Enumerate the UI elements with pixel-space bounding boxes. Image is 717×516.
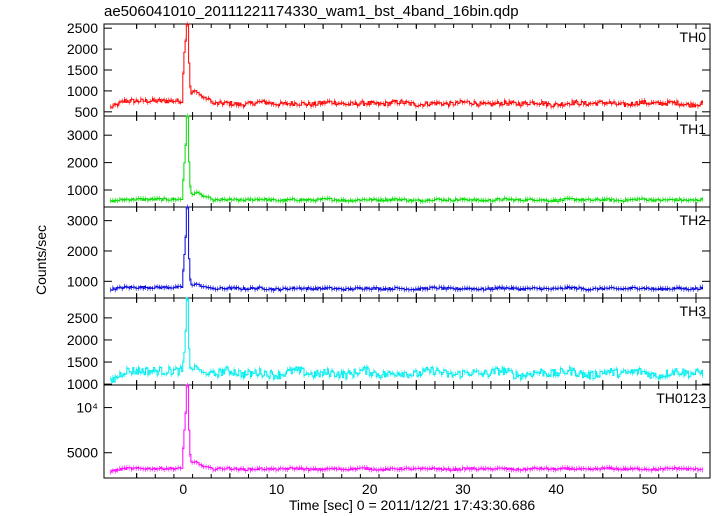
y-tick-label: 2000 — [67, 243, 98, 259]
x-tick-label: 0 — [179, 481, 187, 497]
y-tick-label: 1000 — [67, 376, 98, 392]
y-tick-label: 2500 — [67, 20, 98, 36]
panel-label: TH0123 — [656, 390, 706, 406]
x-tick-label: 20 — [362, 481, 378, 497]
panel-label: TH3 — [680, 303, 707, 319]
panel-th1: 1000 2000 3000 TH1 — [67, 113, 711, 208]
y-tick-label: 2000 — [67, 41, 98, 57]
x-tick-label: 40 — [548, 481, 564, 497]
series-line-th0123 — [110, 384, 703, 473]
y-tick-label: 2000 — [67, 332, 98, 348]
panel-label: TH2 — [680, 212, 707, 228]
y-tick-label: 10⁴ — [76, 400, 98, 416]
y-tick-label: 1000 — [67, 182, 98, 198]
series-line-th2 — [110, 206, 703, 291]
y-tick-label: 2500 — [67, 310, 98, 326]
y-tick-label: 5000 — [67, 445, 98, 461]
chart-title: ae506041010_20111221174330_wam1_bst_4ban… — [104, 3, 519, 20]
panel-label: TH0 — [680, 29, 707, 45]
panel-th2: 1000 2000 3000 TH2 — [67, 204, 711, 299]
panel-th0123: 5000 10⁴ TH0123 0 10 20 30 40 50 — [67, 382, 711, 497]
panel-label: TH1 — [680, 121, 707, 137]
x-axis-label: Time [sec] 0 = 2011/12/21 17:43:30.686 — [289, 497, 536, 513]
y-axis-label: Counts/sec — [33, 225, 49, 295]
y-tick-label: 1000 — [67, 273, 98, 289]
series-line-th0 — [110, 23, 703, 109]
x-tick-label: 10 — [269, 481, 285, 497]
y-tick-label: 500 — [75, 104, 99, 120]
y-tick-label: 2000 — [67, 155, 98, 171]
y-tick-label: 1500 — [67, 62, 98, 78]
panel-th3: 1000 1500 2000 2500 TH3 — [67, 297, 711, 392]
series-line-th1 — [110, 115, 703, 203]
x-tick-label: 30 — [455, 481, 471, 497]
y-tick-label: 1000 — [67, 83, 98, 99]
y-tick-label: 1500 — [67, 354, 98, 370]
y-tick-label: 3000 — [67, 127, 98, 143]
panel-frame — [103, 384, 711, 479]
x-tick-label: 50 — [642, 481, 658, 497]
panel-th0: 500 1000 1500 2000 2500 TH0 — [67, 20, 711, 120]
panel-frame — [103, 297, 711, 386]
y-tick-label: 3000 — [67, 213, 98, 229]
